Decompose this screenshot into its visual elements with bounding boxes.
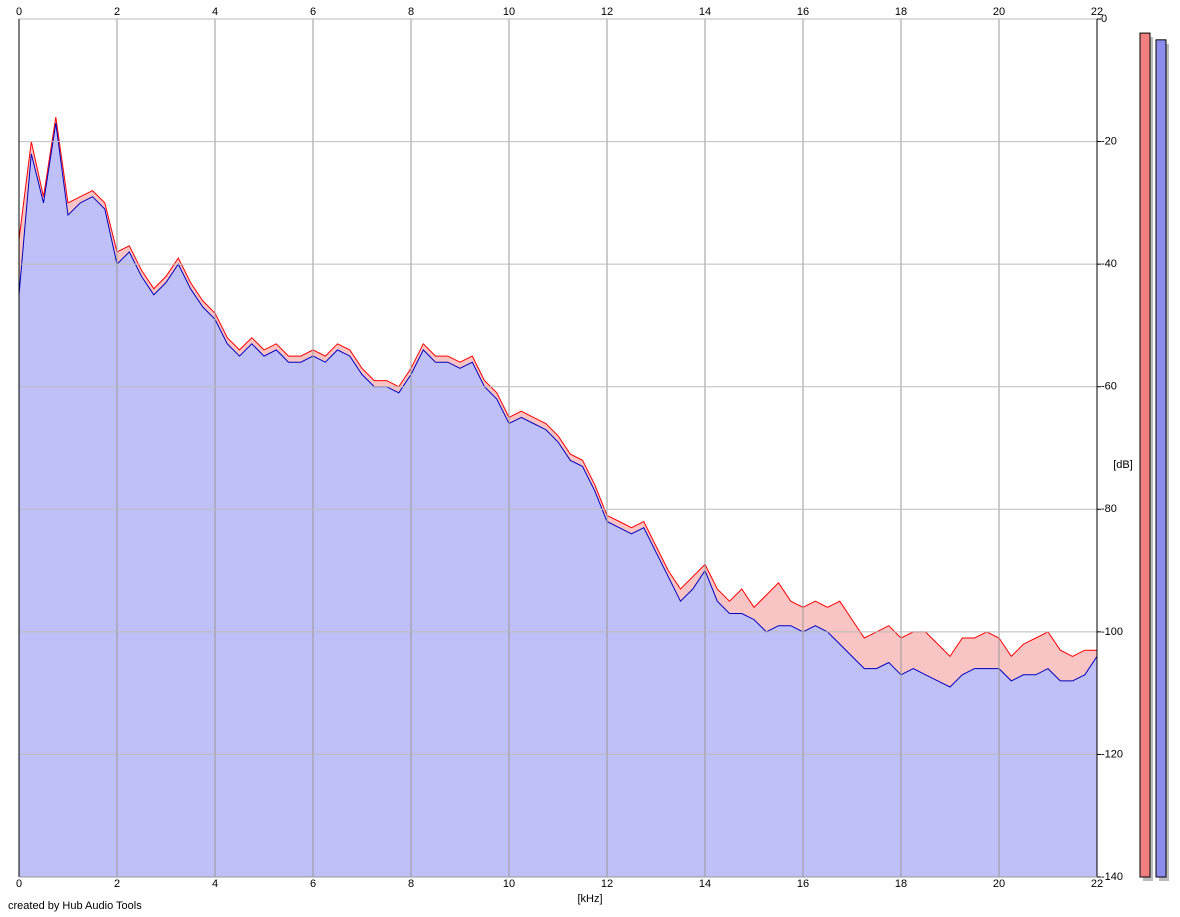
y-tick-label: -120	[1101, 748, 1123, 760]
level-meter	[1139, 32, 1151, 878]
x-tick-label: 4	[212, 6, 218, 18]
x-tick-label: 18	[895, 878, 907, 890]
x-tick-label: 12	[601, 6, 613, 18]
y-tick-label: -140	[1101, 871, 1123, 883]
x-tick-label: 0	[16, 6, 22, 18]
y-tick-label: -100	[1101, 626, 1123, 638]
x-tick-label: 16	[797, 878, 809, 890]
y-tick-label: -60	[1101, 381, 1117, 393]
y-axis-label: [dB]	[1113, 459, 1133, 471]
x-tick-label: 2	[114, 878, 120, 890]
x-tick-label: 16	[797, 6, 809, 18]
x-tick-label: 14	[699, 878, 711, 890]
x-tick-label: 10	[503, 878, 515, 890]
y-tick-label: -80	[1101, 503, 1117, 515]
x-tick-label: 22	[1091, 6, 1103, 18]
x-tick-label: 6	[310, 6, 316, 18]
x-tick-label: 22	[1091, 878, 1103, 890]
y-tick-label: 0	[1101, 13, 1107, 25]
footer: created by Hub Audio Tools	[8, 900, 142, 912]
level-meter	[1155, 39, 1167, 878]
x-axis-label: [kHz]	[577, 893, 602, 905]
x-tick-label: 10	[503, 6, 515, 18]
y-tick-label: -40	[1101, 258, 1117, 270]
x-tick-label: 20	[993, 6, 1005, 18]
x-tick-label: 20	[993, 878, 1005, 890]
spectrum-line	[18, 123, 1098, 688]
x-tick-label: 18	[895, 6, 907, 18]
y-tick-label: -20	[1101, 135, 1117, 147]
x-tick-label: 4	[212, 878, 218, 890]
x-tick-label: 0	[16, 878, 22, 890]
x-tick-label: 6	[310, 878, 316, 890]
x-tick-label: 8	[408, 878, 414, 890]
x-tick-label: 14	[699, 6, 711, 18]
x-tick-label: 8	[408, 6, 414, 18]
spectrum-area	[19, 123, 1097, 877]
x-tick-label: 12	[601, 878, 613, 890]
x-tick-label: 2	[114, 6, 120, 18]
